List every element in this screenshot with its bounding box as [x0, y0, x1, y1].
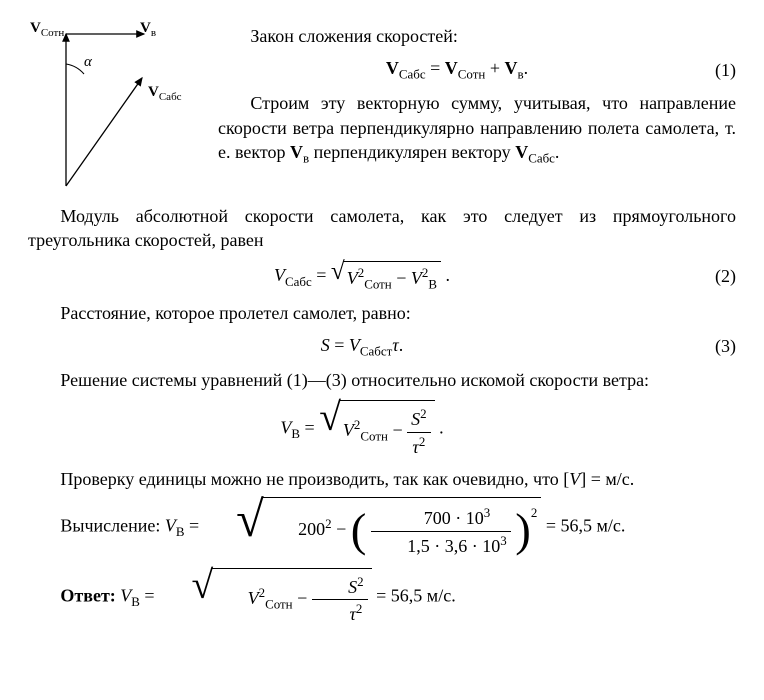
- eq1-number: (1): [696, 58, 736, 82]
- alpha-label: α: [84, 54, 93, 70]
- equation-1: VСабс = VСотн + Vв. (1): [218, 56, 736, 83]
- text-law-title: Закон сложения скоростей:: [218, 24, 736, 48]
- v-cotn-label: VСотн: [30, 20, 64, 39]
- calculation-line: Вычисление: VВ = √ 2002 − ( 700 · 103 1,…: [28, 497, 736, 558]
- text-3: Модуль абсолютной скорости самолета, как…: [28, 204, 736, 253]
- equation-2: VСабс = √ V2Сотн − V2В . (2): [28, 261, 736, 293]
- answer-line: Ответ: VВ = √ V2Сотн − S2 τ2 = 56,5 м/с.: [28, 568, 736, 627]
- eq2-number: (2): [696, 264, 736, 288]
- v-cabc-label: VСабс: [148, 84, 182, 103]
- velocity-diagram: α VСотн Vв VСабс: [28, 18, 198, 198]
- equation-3: S = VСабстτ. (3): [28, 333, 736, 360]
- text-5: Решение системы уравнений (1)—(3) относи…: [28, 368, 736, 392]
- text-4: Расстояние, которое пролетел самолет, ра…: [28, 301, 736, 325]
- text-2: Строим эту векторную сумму, учитывая, чт…: [218, 91, 736, 167]
- v-b-label: Vв: [140, 20, 156, 39]
- equation-4: VВ = √ V2Сотн − S2 τ2 .: [28, 400, 736, 459]
- eq3-number: (3): [696, 334, 736, 358]
- text-6: Проверку единицы можно не производить, т…: [28, 467, 736, 491]
